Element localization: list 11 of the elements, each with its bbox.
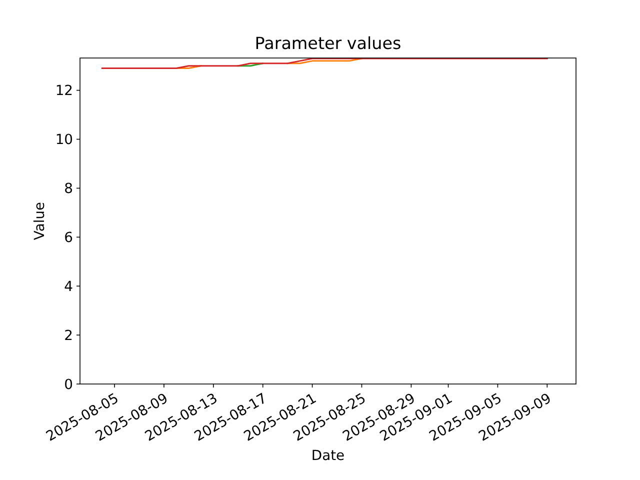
x-axis-title: Date: [311, 448, 345, 464]
y-tick-label: 10: [55, 132, 73, 148]
line-series: [101, 58, 548, 70]
y-tick-label: 0: [64, 376, 73, 393]
y-axis-title: Value: [32, 202, 48, 240]
chart-title: Parameter values: [254, 33, 402, 53]
y-tick-label: 4: [64, 278, 74, 295]
y-tick-label: 2: [64, 328, 73, 344]
y-tick-label: 6: [64, 230, 73, 246]
y-tick-label: 12: [55, 83, 73, 100]
y-tick-label: 8: [64, 181, 73, 198]
